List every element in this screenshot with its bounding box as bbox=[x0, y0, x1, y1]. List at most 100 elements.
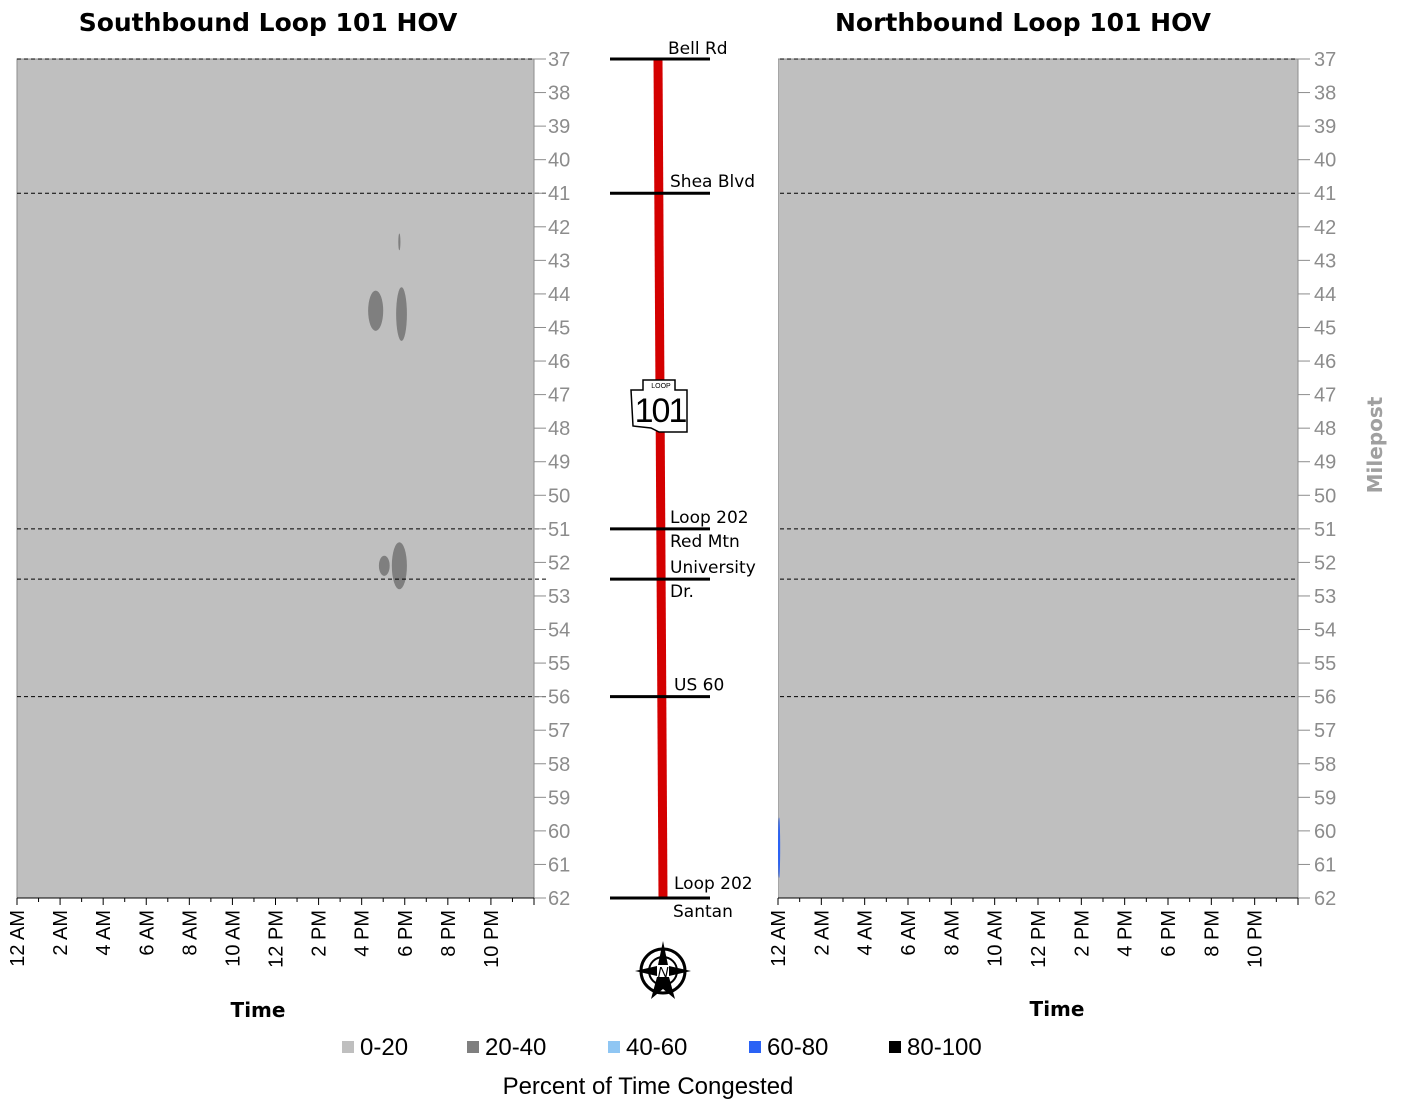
northbound-milepost-label: 41 bbox=[1314, 183, 1336, 205]
northbound-time-label: 2 AM bbox=[811, 910, 833, 956]
interchange-label: Santan bbox=[673, 902, 733, 922]
southbound-milepost-label: 47 bbox=[548, 385, 570, 407]
northbound-time-label: 10 AM bbox=[985, 910, 1007, 967]
southbound-chart-title: Southbound Loop 101 HOV bbox=[79, 8, 458, 37]
southbound-milepost-label: 46 bbox=[548, 351, 570, 373]
northbound-milepost-label: 51 bbox=[1314, 519, 1336, 541]
northbound-milepost-label: 62 bbox=[1314, 888, 1336, 910]
northbound-milepost-label: 46 bbox=[1314, 351, 1336, 373]
southbound-heatmap bbox=[16, 58, 535, 899]
southbound-time-label: 2 AM bbox=[50, 910, 72, 956]
northbound-time-label: 12 AM bbox=[768, 910, 790, 967]
legend-label: 80-100 bbox=[907, 1034, 982, 1061]
northbound-time-label: 6 AM bbox=[898, 910, 920, 956]
northbound-milepost-label: 42 bbox=[1314, 217, 1336, 239]
southbound-time-label: 12 AM bbox=[7, 910, 29, 967]
interchange-label: Bell Rd bbox=[668, 39, 728, 59]
northbound-milepost-label: 39 bbox=[1314, 116, 1336, 138]
southbound-milepost-axis: 37 38 39 40 41 42 43 44 45 46 47 48 49 50 51 52 53 54 55 56… bbox=[533, 49, 570, 910]
interchange-label: Shea Blvd bbox=[670, 172, 755, 192]
northbound-milepost-label: 37 bbox=[1314, 49, 1336, 71]
shield-route-number: 101 bbox=[635, 392, 687, 430]
southbound-time-label: 8 PM bbox=[438, 910, 460, 957]
southbound-milepost-label: 39 bbox=[548, 116, 570, 138]
loop-101-corridor-map: Bell Rd Shea Blvd Loop 202 Red Mtn Universit… bbox=[546, 39, 778, 922]
southbound-milepost-label: 38 bbox=[548, 83, 570, 105]
southbound-time-label: 8 AM bbox=[179, 910, 201, 956]
interchange-label: Loop 202 bbox=[674, 874, 753, 894]
southbound-congestion-cell bbox=[396, 287, 407, 341]
southbound-milepost-label: 61 bbox=[548, 854, 570, 876]
northbound-congestion-cell bbox=[778, 817, 781, 878]
southbound-milepost-label: 53 bbox=[548, 586, 570, 608]
northbound-milepost-label: 44 bbox=[1314, 284, 1336, 306]
southbound-milepost-label: 57 bbox=[548, 720, 570, 742]
northbound-milepost-label: 57 bbox=[1314, 720, 1336, 742]
legend-label: 60-80 bbox=[767, 1034, 828, 1061]
legend-swatch bbox=[889, 1041, 901, 1053]
southbound-milepost-label: 59 bbox=[548, 787, 570, 809]
northbound-milepost-label: 55 bbox=[1314, 653, 1336, 675]
northbound-chart-title: Northbound Loop 101 HOV bbox=[835, 8, 1212, 37]
southbound-milepost-label: 55 bbox=[548, 653, 570, 675]
northbound-time-label: 4 PM bbox=[1115, 910, 1137, 957]
northbound-milepost-label: 38 bbox=[1314, 83, 1336, 105]
northbound-milepost-axis: 37 38 39 40 41 42 43 44 45 46 47 48 49 50 51 52 53 54 55 56… bbox=[1297, 49, 1336, 910]
northbound-milepost-label: 50 bbox=[1314, 485, 1336, 507]
northbound-time-label: 12 PM bbox=[1028, 910, 1050, 968]
southbound-milepost-label: 56 bbox=[548, 687, 570, 709]
northbound-milepost-label: 60 bbox=[1314, 821, 1336, 843]
southbound-milepost-label: 52 bbox=[548, 552, 570, 574]
shield-loop-text: LOOP bbox=[651, 383, 671, 390]
legend-swatch bbox=[467, 1041, 479, 1053]
northbound-milepost-label: 40 bbox=[1314, 150, 1336, 172]
southbound-milepost-label: 44 bbox=[548, 284, 570, 306]
southbound-congestion-cell bbox=[378, 555, 390, 576]
northbound-milepost-label: 58 bbox=[1314, 754, 1336, 776]
interchange-label: Dr. bbox=[670, 582, 694, 602]
northbound-milepost-label: 48 bbox=[1314, 418, 1336, 440]
southbound-time-label: 12 PM bbox=[266, 910, 288, 968]
northbound-heatmap-background bbox=[777, 58, 1299, 899]
legend-title: Percent of Time Congested bbox=[503, 1073, 794, 1100]
northbound-milepost-label: 59 bbox=[1314, 787, 1336, 809]
southbound-milepost-label: 60 bbox=[548, 821, 570, 843]
northbound-milepost-label: 53 bbox=[1314, 586, 1336, 608]
southbound-milepost-label: 51 bbox=[548, 519, 570, 541]
northbound-time-label: 10 PM bbox=[1245, 910, 1267, 968]
southbound-milepost-label: 49 bbox=[548, 452, 570, 474]
northbound-time-label: 8 AM bbox=[941, 910, 963, 956]
northbound-time-label: 4 AM bbox=[855, 910, 877, 956]
loop-101-shield-icon: LOOP 101 bbox=[630, 379, 688, 433]
northbound-milepost-label: 56 bbox=[1314, 687, 1336, 709]
northbound-milepost-label: 52 bbox=[1314, 552, 1336, 574]
legend-label: 20-40 bbox=[485, 1034, 546, 1061]
southbound-time-label: 6 PM bbox=[395, 910, 417, 957]
northbound-time-label: 8 PM bbox=[1201, 910, 1223, 957]
southbound-congestion-cell bbox=[368, 290, 384, 331]
interchange-label: Red Mtn bbox=[670, 532, 740, 552]
southbound-time-axis: 12 AM 2 AM 4 AM 6 AM 8 AM 10 AM 12 PM 2 PM 4 PM 6… bbox=[7, 897, 535, 968]
southbound-time-label: 6 AM bbox=[136, 910, 158, 956]
southbound-time-label: 4 PM bbox=[352, 910, 374, 957]
northbound-milepost-label: 43 bbox=[1314, 250, 1336, 272]
southbound-milepost-label: 48 bbox=[548, 418, 570, 440]
southbound-milepost-label: 45 bbox=[548, 317, 570, 339]
northbound-milepost-label: 54 bbox=[1314, 620, 1336, 642]
southbound-time-label: 2 PM bbox=[309, 910, 331, 957]
northbound-milepost-label: 47 bbox=[1314, 385, 1336, 407]
southbound-time-label: 10 PM bbox=[481, 910, 503, 968]
legend-label: 40-60 bbox=[626, 1034, 687, 1061]
southbound-milepost-label: 54 bbox=[548, 620, 570, 642]
southbound-milepost-label: 41 bbox=[548, 183, 570, 205]
southbound-x-axis-title: Time bbox=[231, 998, 286, 1022]
legend-label: 0-20 bbox=[360, 1034, 408, 1061]
southbound-milepost-label: 43 bbox=[548, 250, 570, 272]
southbound-time-label: 10 AM bbox=[222, 910, 244, 967]
svg-text:N: N bbox=[658, 964, 669, 981]
interchange-label: Loop 202 bbox=[670, 508, 749, 528]
southbound-milepost-label: 40 bbox=[548, 150, 570, 172]
southbound-congestion-cell bbox=[391, 542, 407, 590]
southbound-congestion-cell bbox=[398, 233, 401, 251]
